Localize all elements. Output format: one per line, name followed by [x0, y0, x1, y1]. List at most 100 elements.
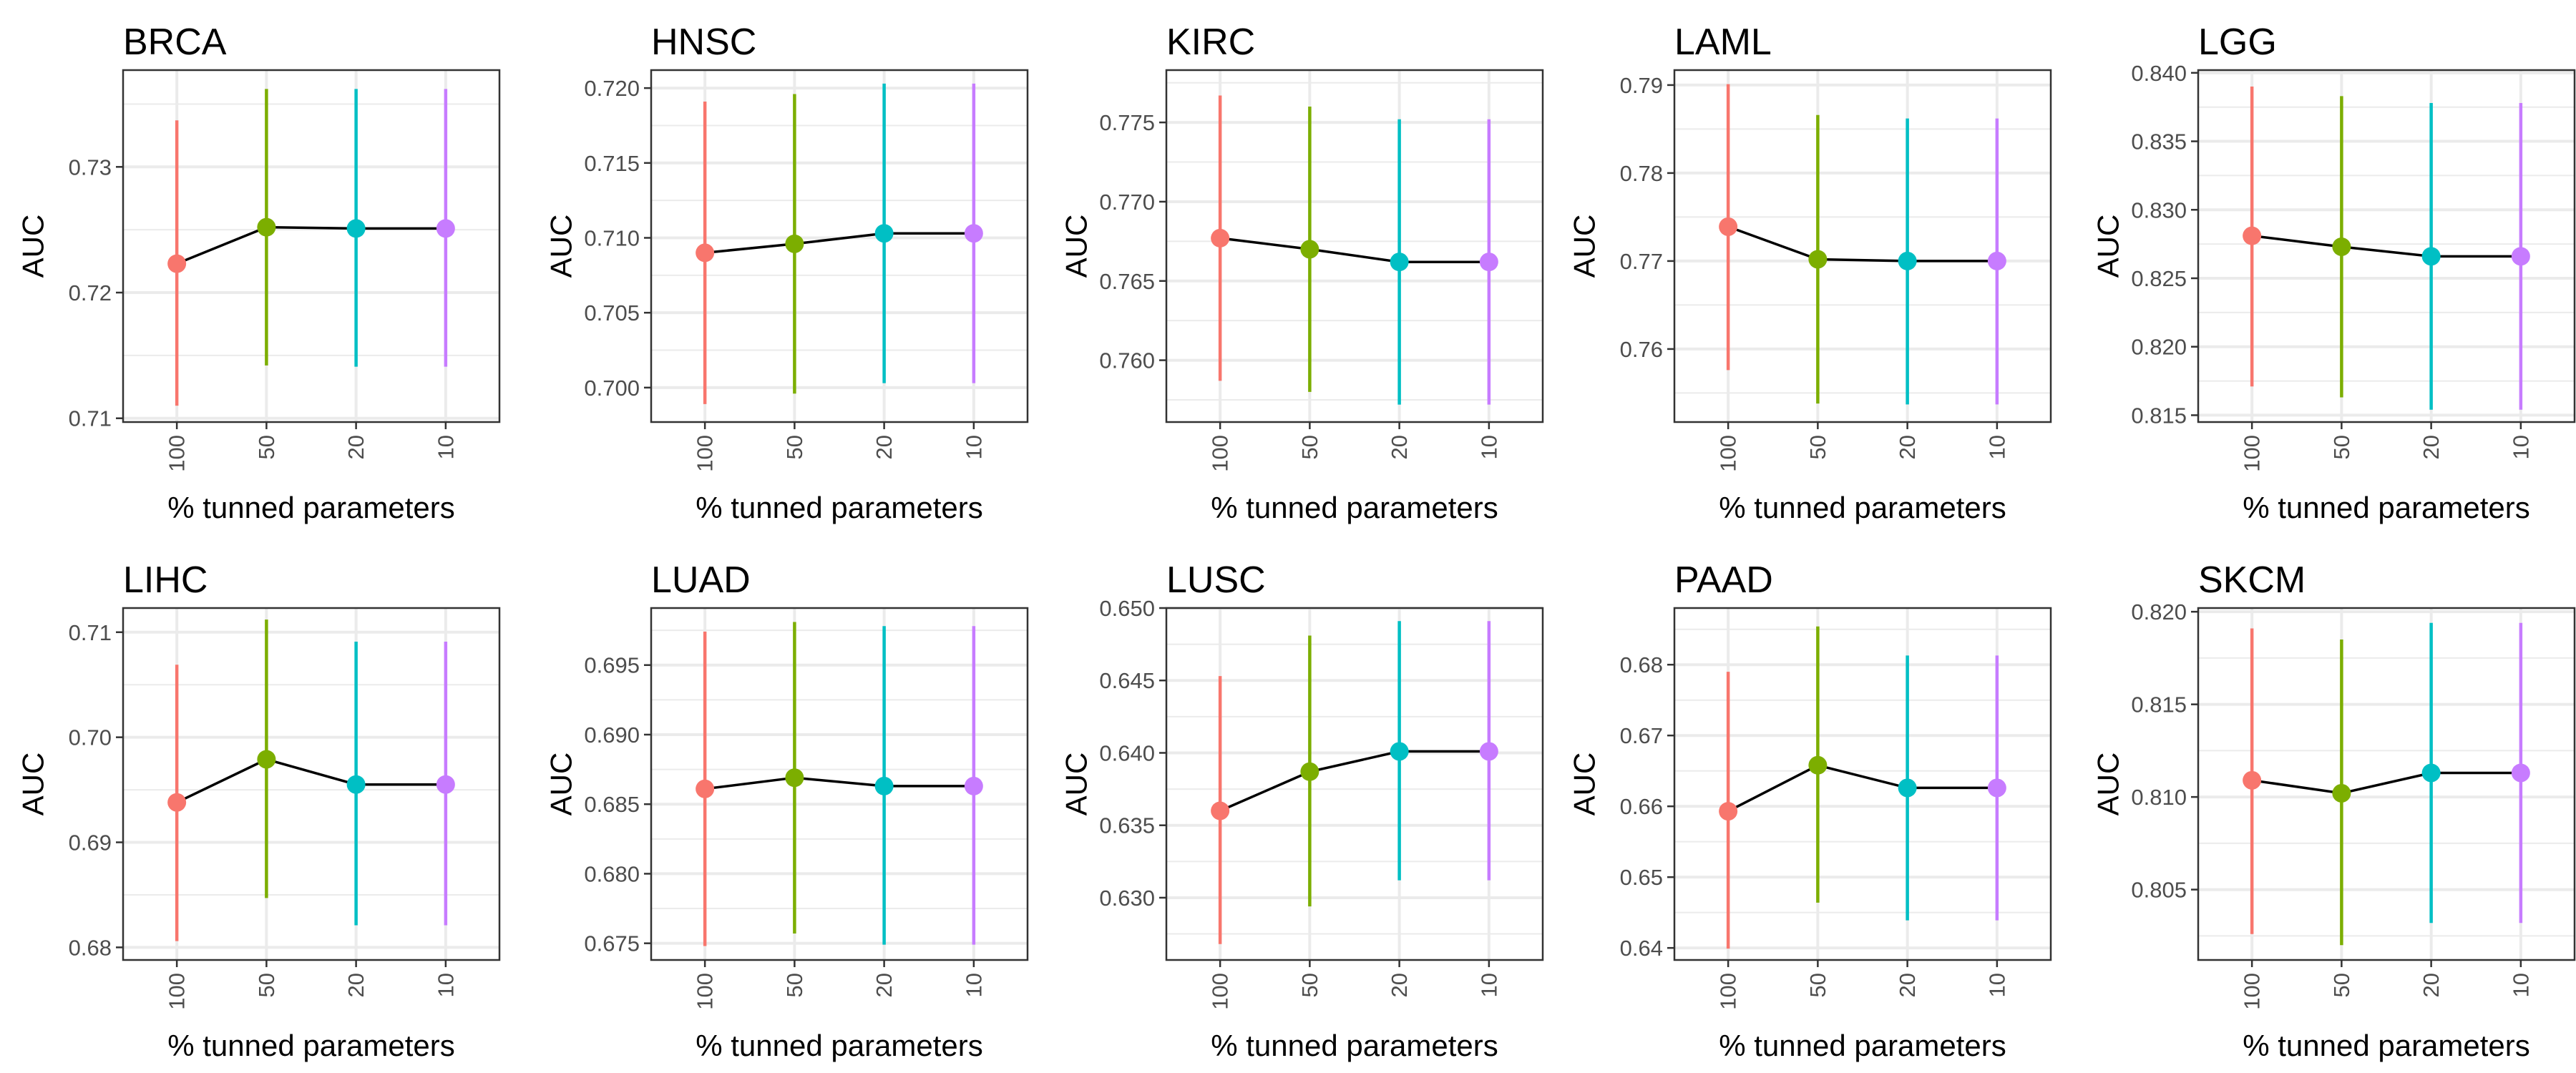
mean-point-10	[1987, 778, 2006, 798]
y-tick-label: 0.635	[1099, 813, 1155, 838]
y-tick-label: 0.820	[2131, 599, 2187, 624]
panel-title: HNSC	[651, 21, 756, 63]
y-tick-label: 0.64	[1620, 936, 1663, 961]
x-tick-label: 100	[2240, 435, 2265, 472]
x-axis-title: % tunned parameters	[696, 491, 983, 524]
x-tick-label: 100	[165, 435, 190, 472]
x-tick-label: 10	[2508, 435, 2533, 459]
panel-border	[122, 607, 501, 961]
y-tick-label: 0.645	[1099, 668, 1155, 693]
panel-background	[1674, 608, 2051, 960]
x-tick-label: 10	[1984, 435, 2009, 459]
x-tick-label: 50	[254, 435, 279, 459]
x-tick-label: 20	[872, 973, 897, 997]
panel-brca: 0.71 0.72 0.73 100 50 20 10 % tunned parameters…	[16, 21, 501, 524]
mean-point-50	[1300, 762, 1319, 781]
panel-border	[650, 69, 1029, 423]
x-axis-title: % tunned parameters	[1211, 491, 1498, 524]
mean-point-100	[1211, 801, 1230, 820]
panel-title: LAML	[1674, 21, 1772, 63]
y-axis-title: AUC	[16, 215, 50, 278]
y-tick-label: 0.79	[1620, 73, 1663, 98]
x-tick-label: 100	[2240, 973, 2265, 1010]
mean-point-100	[696, 779, 715, 798]
y-tick-label: 0.640	[1099, 740, 1155, 765]
mean-point-100	[1719, 217, 1738, 236]
y-tick-label: 0.71	[69, 620, 112, 645]
y-tick-label: 0.69	[69, 831, 112, 856]
x-tick-label: 100	[1716, 973, 1741, 1010]
panel-title: PAAD	[1674, 559, 1773, 601]
x-tick-label: 100	[1208, 973, 1233, 1010]
y-tick-label: 0.70	[69, 725, 112, 750]
mean-point-50	[257, 217, 276, 237]
mean-point-20	[2421, 763, 2441, 783]
x-tick-label: 10	[2508, 973, 2533, 997]
x-axis-title: % tunned parameters	[167, 491, 455, 524]
panel-border	[1673, 607, 2052, 961]
panel-paad: 0.64 0.65 0.66 0.67 0.68 100 50 20 10 % tunned pa…	[1568, 559, 2052, 1062]
x-tick-label: 50	[1805, 973, 1830, 997]
mean-point-100	[696, 243, 715, 263]
x-axis-title: % tunned parameters	[167, 1029, 455, 1062]
x-axis-title: % tunned parameters	[1719, 491, 2006, 524]
x-tick-label: 50	[2329, 435, 2354, 459]
x-tick-label: 50	[782, 435, 807, 459]
mean-point-20	[2421, 247, 2441, 266]
mean-point-20	[1898, 778, 1917, 798]
y-tick-label: 0.830	[2131, 197, 2187, 222]
panel-title: BRCA	[123, 21, 227, 63]
x-tick-label: 10	[1476, 435, 1501, 459]
x-tick-label: 50	[1297, 973, 1322, 997]
mean-point-10	[436, 219, 455, 238]
panel-background	[651, 70, 1028, 422]
mean-line	[704, 232, 974, 255]
panel-background	[123, 70, 499, 422]
mean-point-20	[1898, 251, 1917, 270]
x-tick-label: 20	[1387, 973, 1412, 997]
y-tick-label: 0.77	[1620, 249, 1663, 274]
panel-border	[2197, 69, 2576, 423]
y-tick-label: 0.700	[584, 376, 640, 401]
panel-background	[1166, 608, 1543, 960]
mean-line	[2251, 771, 2521, 795]
y-tick-label: 0.685	[584, 792, 640, 817]
y-tick-label: 0.65	[1620, 865, 1663, 890]
y-tick-label: 0.705	[584, 300, 640, 325]
mean-point-100	[167, 254, 187, 273]
panel-title: LUSC	[1166, 559, 1266, 601]
y-tick-label: 0.815	[2131, 403, 2187, 428]
y-tick-label: 0.68	[1620, 652, 1663, 677]
mean-point-10	[436, 775, 455, 794]
x-tick-label: 20	[1895, 973, 1920, 997]
x-axis-title: % tunned parameters	[1211, 1029, 1498, 1062]
x-axis-title: % tunned parameters	[696, 1029, 983, 1062]
y-tick-label: 0.760	[1099, 348, 1155, 373]
panel-title: KIRC	[1166, 21, 1255, 63]
mean-line	[1727, 763, 1997, 813]
mean-point-20	[874, 776, 894, 795]
y-tick-label: 0.680	[584, 861, 640, 886]
mean-point-10	[2511, 247, 2530, 266]
x-tick-label: 10	[961, 435, 986, 459]
panel-title: SKCM	[2198, 559, 2306, 601]
panel-background	[2198, 70, 2575, 422]
panel-background	[1674, 70, 2051, 422]
y-tick-label: 0.73	[69, 155, 112, 180]
x-tick-label: 100	[693, 973, 718, 1010]
y-axis-title: AUC	[545, 753, 578, 816]
y-tick-label: 0.715	[584, 151, 640, 176]
mean-point-10	[1987, 251, 2006, 270]
mean-point-20	[1390, 253, 1409, 272]
y-tick-label: 0.695	[584, 653, 640, 678]
x-axis-title: % tunned parameters	[2243, 1029, 2530, 1062]
x-tick-label: 20	[1895, 435, 1920, 459]
y-tick-label: 0.675	[584, 931, 640, 956]
y-tick-label: 0.76	[1620, 337, 1663, 362]
y-tick-label: 0.67	[1620, 723, 1663, 748]
y-tick-label: 0.78	[1620, 161, 1663, 186]
y-tick-label: 0.820	[2131, 335, 2187, 360]
mean-point-50	[2332, 783, 2351, 803]
panel-luad: 0.675 0.680 0.685 0.690 0.695 100 50 20 10 % tunn…	[545, 559, 1029, 1062]
